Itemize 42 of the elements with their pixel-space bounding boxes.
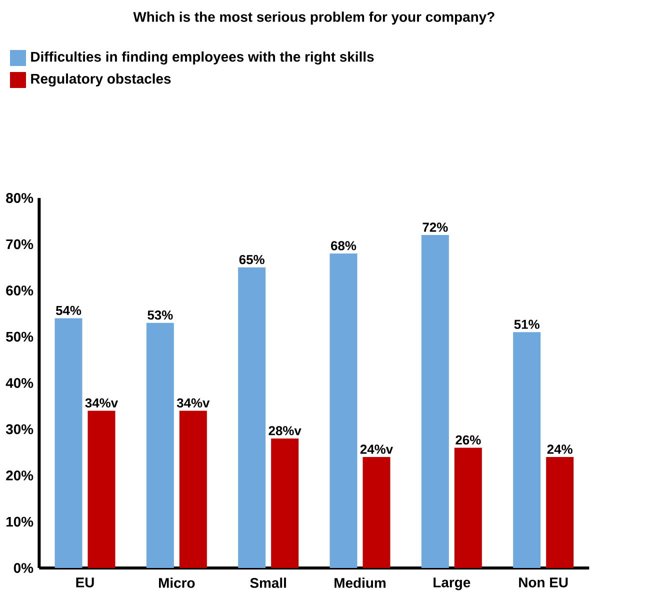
data-label: 26% [456, 435, 481, 445]
legend-label: Regulatory obstacles [31, 73, 171, 87]
bar [179, 410, 207, 568]
bar [146, 322, 174, 568]
data-label: 34%v [85, 398, 118, 408]
y-tick-label: 80% [6, 193, 34, 203]
y-tick-label: 0% [14, 563, 34, 573]
y-tick-label: 20% [6, 470, 34, 480]
bar [88, 410, 116, 568]
data-label: 53% [148, 310, 173, 320]
bar [546, 457, 574, 568]
data-label: 54% [56, 306, 82, 316]
bar [362, 457, 390, 568]
x-tick-label: Small [250, 578, 286, 588]
x-tick-label: Large [434, 578, 470, 590]
data-label: 65% [239, 255, 264, 264]
data-label: 24% [547, 444, 572, 454]
bar [513, 332, 541, 568]
legend-label: Difficulties in finding employees with the right skills [31, 51, 374, 65]
bar [54, 318, 82, 568]
y-tick-label: 30% [6, 424, 34, 434]
x-tick-label: Medium [334, 578, 386, 588]
y-tick-label: 10% [6, 516, 34, 527]
data-label: 34%v [176, 398, 210, 408]
bar [238, 267, 266, 568]
y-tick-label: 40% [6, 378, 34, 388]
y-tick-label: 60% [6, 286, 34, 296]
bar [330, 253, 358, 568]
y-tick-label: 70% [6, 239, 34, 250]
x-tick-label: EU [76, 578, 94, 588]
bar [421, 234, 449, 568]
bar [271, 438, 299, 568]
chart-title: Which is the most serious problem for your company? [133, 12, 494, 25]
y-tick-label: 50% [6, 332, 34, 342]
data-label: 28%v [268, 426, 302, 436]
x-tick-label: Micro [159, 578, 195, 588]
data-label: 51% [514, 320, 540, 329]
data-label: 24%v [360, 444, 393, 454]
data-label: 68% [331, 241, 356, 250]
data-label: 72% [422, 222, 448, 232]
bar [454, 448, 482, 568]
x-tick-label: Non EU [519, 578, 568, 588]
